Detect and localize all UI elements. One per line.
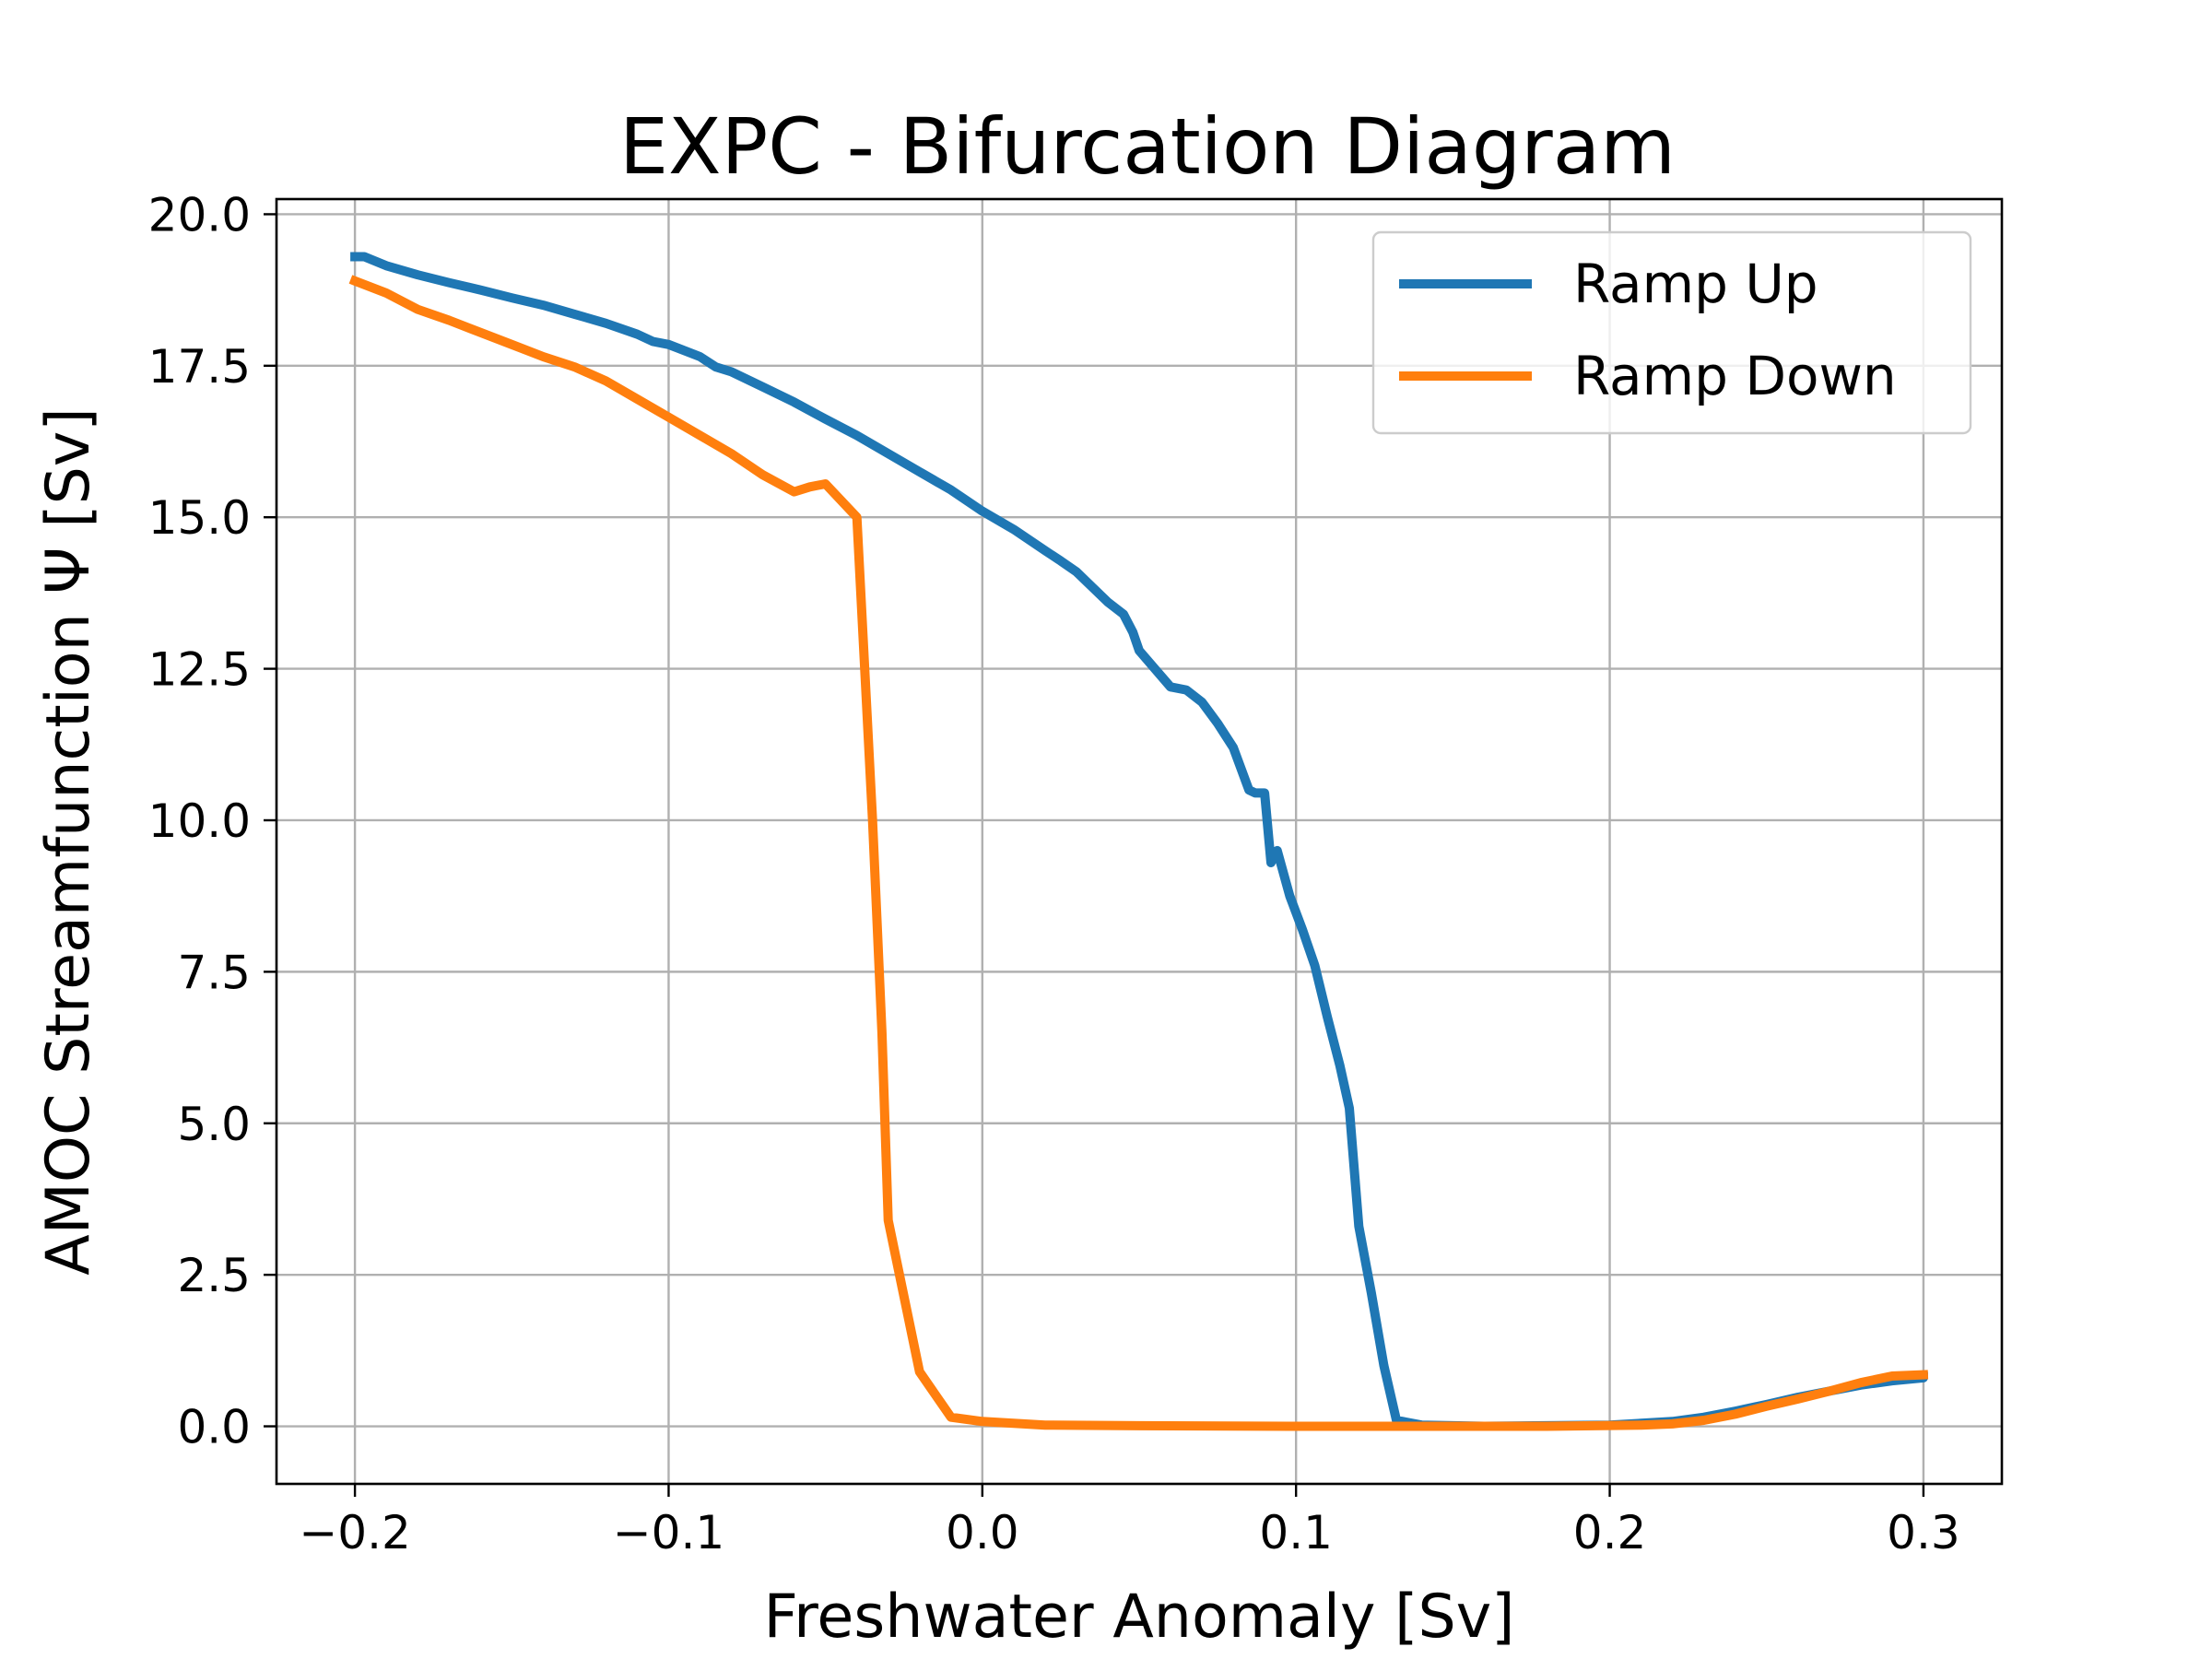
y-tick-label: 15.0	[148, 491, 251, 545]
plot-frame	[275, 197, 2004, 1486]
x-tick-label: 0.1	[1259, 1506, 1333, 1559]
legend: Ramp Up Ramp Down	[1371, 230, 1972, 435]
series-lines	[348, 252, 1929, 1431]
y-tick-label: 2.5	[177, 1249, 251, 1302]
series-line-ramp-down	[348, 275, 1929, 1431]
y-axis-label: AMOC Streamfunction Ψ [Sv]	[34, 407, 103, 1275]
y-tick-label: 17.5	[148, 340, 251, 394]
x-tick-label: 0.0	[946, 1506, 1019, 1559]
y-tick-label: 5.0	[177, 1098, 251, 1151]
legend-label-ramp-up: Ramp Up	[1573, 253, 1818, 315]
x-tick-label: 0.3	[1887, 1506, 1960, 1559]
x-tick-label: −0.1	[613, 1506, 724, 1559]
x-tick-label: 0.2	[1573, 1506, 1647, 1559]
y-tick-label: 12.5	[148, 643, 251, 697]
chart-title: EXPC - Bifurcation Diagram	[619, 101, 1676, 192]
x-axis-label: Freshwater Anomaly [Sv]	[763, 1583, 1514, 1652]
axis-ticks: −0.2 −0.1 0.0 0.1 0.2 0.3 0.0 2.5 5.0 7.5 10.0 12.5…	[148, 188, 1960, 1559]
y-tick-label: 0.0	[177, 1401, 251, 1454]
x-tick-label: −0.2	[299, 1506, 410, 1559]
y-tick-label: 20.0	[148, 188, 251, 241]
y-tick-label: 7.5	[177, 946, 251, 999]
legend-label-ramp-down: Ramp Down	[1573, 345, 1897, 407]
y-tick-label: 10.0	[148, 794, 251, 848]
